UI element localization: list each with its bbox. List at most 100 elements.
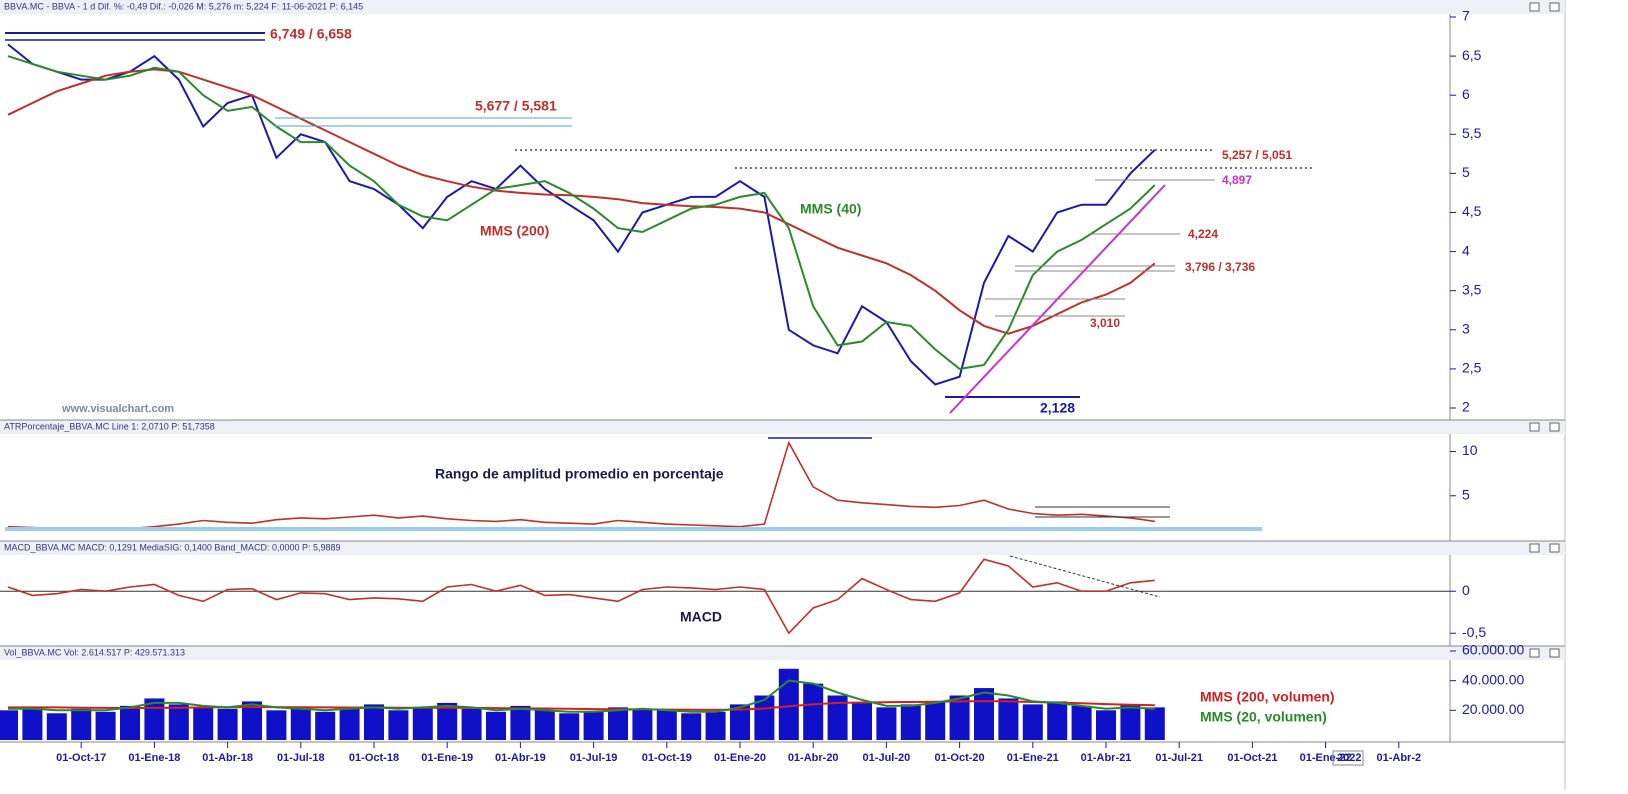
volume-bar: [71, 708, 92, 740]
volume-bar: [852, 702, 872, 740]
year-marker: [1332, 750, 1364, 766]
volume-bar: [778, 668, 799, 740]
x-tick-label: 01-Jul-21: [1155, 752, 1203, 764]
volume-bar: [510, 705, 531, 740]
y-tick-label: -0,5: [1462, 624, 1486, 640]
reference-line: [1009, 555, 1161, 598]
volume-bar: [193, 707, 214, 740]
panel-header-bar: [0, 646, 1565, 660]
window-button: [1529, 543, 1540, 553]
x-tick-label: 01-Jul-18: [277, 752, 325, 764]
x-tick-label: 01-Ene-20: [714, 752, 766, 764]
annotation: 5,257 / 5,051: [1222, 148, 1292, 162]
moving-average: [7, 55, 1156, 370]
volume-bar: [95, 711, 116, 740]
annotation: Rango de amplitud promedio en porcentaje: [435, 466, 724, 482]
window-button: [1549, 543, 1560, 553]
x-tick-label: 01-Oct-17: [56, 752, 106, 764]
volume-bar: [681, 713, 702, 740]
window-button: [1529, 422, 1540, 432]
y-tick-label: 20.000.00: [1462, 701, 1524, 717]
y-tick-label: 5: [1462, 486, 1470, 502]
x-tick-label: 01-Oct-18: [349, 752, 399, 764]
x-tick-label: 01-Ene-18: [128, 752, 180, 764]
volume-bar: [974, 688, 994, 740]
panel-header-bar: [0, 0, 1565, 14]
window-button: [1529, 648, 1540, 658]
y-tick-label: 3: [1462, 321, 1470, 337]
x-tick-label: 01-Abr-2: [1376, 752, 1421, 764]
volume-bar: [168, 704, 189, 740]
volume-bar: [46, 713, 67, 740]
volume-bar: [22, 707, 43, 740]
volume-bar: [388, 710, 409, 740]
reference-line: [949, 184, 1166, 414]
window-button: [1549, 422, 1560, 432]
price-line: [7, 43, 1156, 386]
volume-bar: [461, 708, 482, 740]
y-tick-label: 2,5: [1462, 360, 1482, 376]
x-tick-label: 01-Abr-21: [1081, 752, 1132, 764]
volume-bar: [217, 708, 238, 740]
x-tick-label: 01-Ene-19: [421, 752, 473, 764]
price-line: [7, 440, 1155, 531]
y-tick-label: 7: [1462, 8, 1470, 24]
volume-bar: [608, 707, 628, 740]
volume-bar: [754, 695, 775, 740]
volume-bar: [656, 710, 677, 740]
x-tick-label: 01-Jul-19: [570, 752, 618, 764]
annotation: 3,010: [1090, 316, 1120, 330]
y-tick-label: 5,5: [1462, 125, 1482, 141]
volume-bar: [632, 708, 653, 740]
x-tick-label: 01-Abr-18: [202, 752, 253, 764]
series-label: MMS (200, volumen): [1200, 689, 1335, 705]
x-tick-label: 01-Abr-20: [788, 752, 839, 764]
annotation: 2,128: [1040, 400, 1075, 416]
annotation: www.visualchart.com: [61, 403, 174, 415]
annotation: 4,224: [1188, 227, 1218, 241]
panel-header: MACD_BBVA.MC MACD: 0,1291 MediaSIG: 0,14…: [4, 542, 341, 552]
panel-header: ATRPorcentaje_BBVA.MC Line 1: 2,0710 P: …: [4, 421, 215, 431]
volume-bar: [949, 695, 970, 740]
series-label: MMS (40): [800, 201, 861, 217]
moving-average: [8, 679, 1155, 713]
volume-bar: [827, 695, 848, 740]
y-tick-label: 0: [1462, 582, 1470, 598]
moving-average: [8, 700, 1155, 711]
window-button: [1529, 2, 1540, 12]
price-line: [7, 558, 1155, 635]
volume-bar: [583, 711, 604, 740]
window-button: [1549, 648, 1560, 658]
panel-header-bar: [0, 541, 1565, 555]
y-tick-label: 6,5: [1462, 47, 1482, 63]
series-label: MMS (20, volumen): [1200, 709, 1327, 725]
volume-bar: [242, 701, 262, 740]
x-tick-label: 01-Oct-21: [1227, 752, 1277, 764]
y-tick-label: 2: [1462, 399, 1470, 415]
panel-header: BBVA.MC - BBVA - 1 d Dif. %: -0,49 Dif.:…: [4, 1, 363, 11]
panel-header-bar: [0, 420, 1565, 434]
annotation: 3,796 / 3,736: [1185, 260, 1255, 274]
x-tick-label: 01-Ene-22: [1300, 752, 1352, 764]
volume-bar: [803, 683, 824, 740]
volume-bar: [730, 704, 750, 740]
volume-bar: [364, 704, 384, 740]
x-tick-label: 01-Oct-20: [935, 752, 985, 764]
window-button: [1549, 2, 1560, 12]
series-label: MMS (200): [480, 223, 549, 239]
volume-bar: [339, 708, 360, 740]
volume-bar: [925, 701, 946, 740]
volume-bar: [876, 707, 897, 740]
panel-header: Vol_BBVA.MC Vol: 2.614.517 P: 429.571.31…: [4, 647, 185, 657]
annotation: 6,749 / 6,658: [270, 26, 352, 42]
volume-bar: [1096, 710, 1116, 740]
annotation: MACD: [680, 609, 722, 625]
y-tick-label: 40.000.00: [1462, 671, 1524, 687]
moving-average: [7, 68, 1156, 335]
volume-bar: [266, 710, 287, 740]
volume-bar: [290, 707, 311, 740]
annotation: 4,897: [1222, 173, 1252, 187]
volume-bar: [1144, 707, 1165, 740]
